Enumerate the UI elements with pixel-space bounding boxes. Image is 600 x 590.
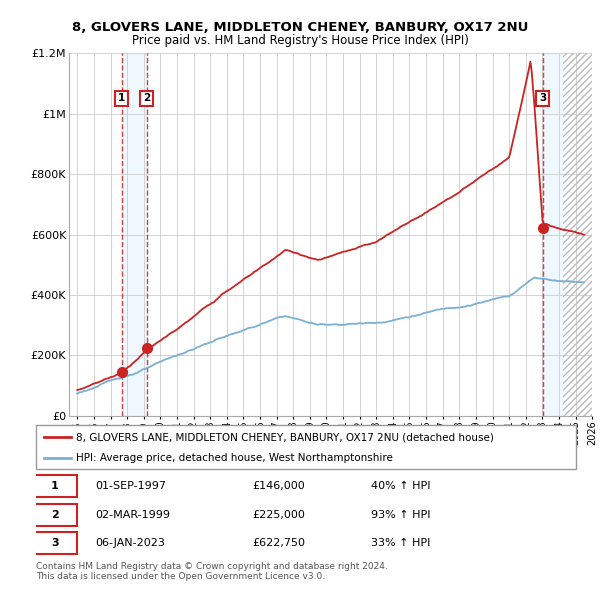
Text: 8, GLOVERS LANE, MIDDLETON CHENEY, BANBURY, OX17 2NU: 8, GLOVERS LANE, MIDDLETON CHENEY, BANBU… (72, 21, 528, 34)
Text: 02-MAR-1999: 02-MAR-1999 (95, 510, 170, 520)
Text: 06-JAN-2023: 06-JAN-2023 (95, 538, 165, 548)
Text: 40% ↑ HPI: 40% ↑ HPI (371, 481, 430, 491)
Text: 2: 2 (51, 510, 59, 520)
FancyBboxPatch shape (36, 425, 576, 469)
Text: Contains HM Land Registry data © Crown copyright and database right 2024.
This d: Contains HM Land Registry data © Crown c… (36, 562, 388, 581)
Text: Price paid vs. HM Land Registry's House Price Index (HPI): Price paid vs. HM Land Registry's House … (131, 34, 469, 47)
Text: 01-SEP-1997: 01-SEP-1997 (95, 481, 166, 491)
Text: £622,750: £622,750 (252, 538, 305, 548)
FancyBboxPatch shape (34, 532, 77, 554)
Text: 8, GLOVERS LANE, MIDDLETON CHENEY, BANBURY, OX17 2NU (detached house): 8, GLOVERS LANE, MIDDLETON CHENEY, BANBU… (77, 432, 494, 442)
Text: 1: 1 (51, 481, 59, 491)
Text: 3: 3 (539, 93, 547, 103)
Bar (563, 53, 600, 416)
Text: 33% ↑ HPI: 33% ↑ HPI (371, 538, 430, 548)
Text: £225,000: £225,000 (252, 510, 305, 520)
Bar (122, 53, 146, 416)
Text: 93% ↑ HPI: 93% ↑ HPI (371, 510, 430, 520)
FancyBboxPatch shape (34, 504, 77, 526)
Text: £146,000: £146,000 (252, 481, 305, 491)
Text: HPI: Average price, detached house, West Northamptonshire: HPI: Average price, detached house, West… (77, 453, 394, 463)
Text: 3: 3 (51, 538, 59, 548)
Bar (563, 53, 600, 416)
Text: 2: 2 (143, 93, 150, 103)
FancyBboxPatch shape (34, 476, 77, 497)
Bar (543, 53, 563, 416)
Text: 1: 1 (118, 93, 125, 103)
